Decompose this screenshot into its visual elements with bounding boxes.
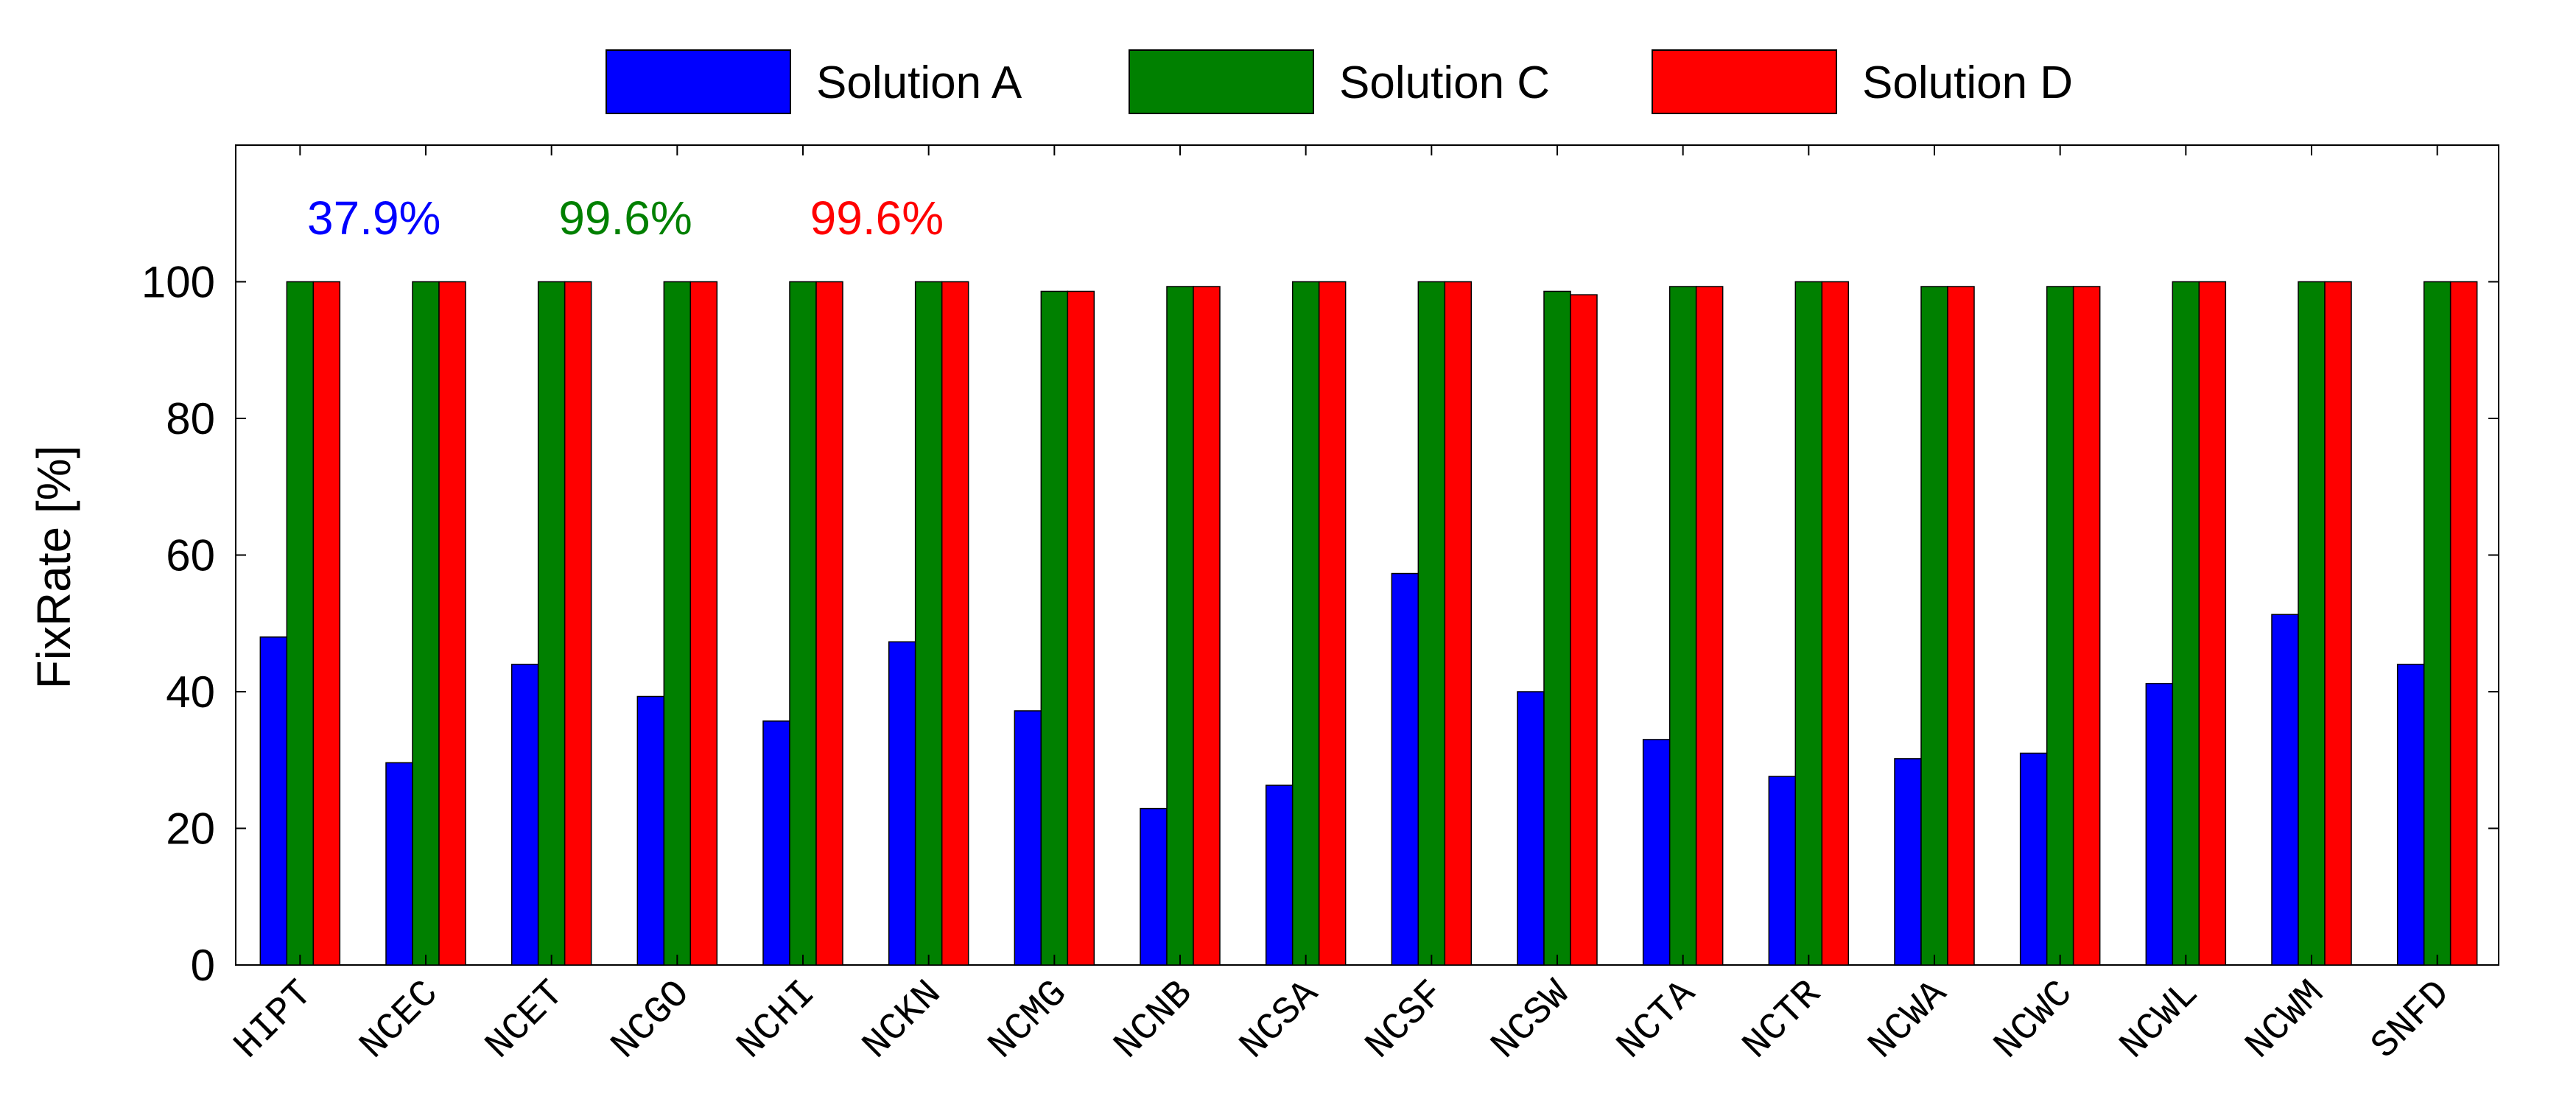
bar-solution-a-ncwc: [2019, 752, 2048, 966]
bar-solution-c-ncec: [412, 281, 440, 966]
bar-solution-d-ncsa: [1318, 281, 1347, 966]
bars: [259, 281, 2478, 966]
bar-solution-a-ncsw: [1517, 691, 1545, 966]
bar-solution-a-hipt: [259, 636, 288, 966]
y-tick-label: 80: [166, 394, 215, 443]
bar-solution-a-snfd: [2396, 664, 2425, 966]
bar-solution-c-ncnb: [1166, 286, 1194, 966]
legend-swatch-solution-c: [1129, 49, 1314, 114]
bar-solution-d-nchi: [815, 281, 843, 966]
bar-solution-c-ncmg: [1040, 290, 1069, 966]
bar-solution-d-nctr: [1821, 281, 1850, 966]
y-tick-label: 20: [166, 804, 215, 854]
bar-solution-c-ncgo: [663, 281, 692, 966]
legend-label: Solution A: [816, 57, 1022, 108]
y-tick-label: 100: [141, 258, 215, 307]
annotation-label: 99.6%: [558, 192, 692, 245]
bar-solution-d-snfd: [2449, 281, 2478, 966]
bar-solution-d-nckn: [941, 281, 969, 966]
bar-solution-a-ncwm: [2271, 614, 2299, 966]
x-tick-label: NCWM: [2237, 972, 2333, 1068]
bar-solution-c-ncsa: [1291, 281, 1320, 966]
y-axis: 0 20 40 60 80 100: [141, 258, 2499, 990]
x-tick-label: NCTR: [1735, 972, 1831, 1068]
x-tick-label: NCGO: [603, 972, 699, 1068]
bar-solution-d-ncwa: [1947, 286, 1975, 966]
bar-solution-a-ncgo: [636, 695, 665, 966]
x-tick-label: NCWA: [1860, 972, 1956, 1068]
x-tick-label: NCHI: [729, 972, 824, 1068]
legend-label: Solution D: [1862, 57, 2073, 108]
bar-solution-a-ncnb: [1140, 807, 1168, 966]
bar-solution-d-ncta: [1695, 286, 1724, 966]
x-tick-label: NCMG: [980, 972, 1076, 1068]
x-tick-label: SNFD: [2363, 972, 2459, 1068]
bar-solution-a-ncta: [1642, 739, 1671, 966]
bar-solution-d-hipt: [312, 281, 341, 966]
bar-solution-a-nchi: [762, 720, 790, 966]
x-tick-label: NCEC: [351, 972, 447, 1068]
bar-solution-d-ncet: [564, 281, 592, 966]
bar-solution-d-ncmg: [1067, 290, 1095, 966]
bar-solution-d-ncsf: [1444, 281, 1473, 966]
annotation-label: 37.9%: [307, 192, 441, 245]
x-tick-label: NCNB: [1106, 972, 1201, 1068]
legend: Solution A Solution C Solution D: [606, 49, 2073, 114]
legend-label: Solution C: [1339, 57, 1550, 108]
bar-solution-c-ncwm: [2298, 281, 2326, 966]
y-axis-title: FixRate [%]: [27, 446, 80, 689]
bar-solution-c-ncsf: [1417, 281, 1446, 966]
bar-solution-a-ncwl: [2145, 683, 2174, 966]
bar-solution-c-hipt: [286, 281, 315, 966]
x-tick-label: NCWL: [2112, 972, 2208, 1068]
bar-solution-c-ncwa: [1920, 286, 1948, 966]
legend-swatch-solution-a: [606, 49, 791, 114]
bar-solution-c-ncsw: [1543, 290, 1571, 966]
y-tick-label: 40: [166, 667, 215, 717]
bar-solution-c-ncwl: [2172, 281, 2200, 966]
bar-solution-c-snfd: [2423, 281, 2452, 966]
bar-solution-a-ncec: [385, 762, 413, 966]
bar-solution-d-ncec: [438, 281, 466, 966]
x-tick-label: NCSW: [1483, 972, 1579, 1068]
bar-solution-d-ncgo: [689, 281, 718, 966]
bar-solution-d-ncwm: [2324, 281, 2352, 966]
bar-solution-c-ncwc: [2046, 286, 2074, 966]
y-tick-label: 60: [166, 531, 215, 580]
bar-solution-c-nctr: [1794, 281, 1823, 966]
x-tick-label: NCWC: [1986, 972, 2082, 1068]
bar-solution-a-ncsa: [1265, 785, 1294, 966]
x-tick-label: NCKN: [854, 972, 950, 1068]
bar-solution-a-nctr: [1768, 776, 1797, 966]
bar-solution-c-nchi: [789, 281, 817, 966]
bar-solution-a-ncmg: [1014, 710, 1042, 966]
x-tick-label: HIPT: [226, 972, 322, 1068]
x-tick-label: NCTA: [1609, 972, 1705, 1068]
y-tick-label: 0: [191, 941, 215, 990]
y-axis-title-group: FixRate [%]: [27, 446, 80, 689]
x-tick-label: NCSA: [1232, 972, 1328, 1068]
bar-solution-c-ncet: [537, 281, 566, 966]
bar-solution-c-ncta: [1668, 286, 1697, 966]
annotation-label: 99.6%: [810, 192, 944, 245]
annotations: 37.9% 99.6% 99.6%: [307, 192, 944, 245]
x-tick-label: NCET: [477, 972, 573, 1068]
bar-solution-d-ncwl: [2198, 281, 2227, 966]
bar-solution-c-nckn: [914, 281, 943, 966]
bar-solution-a-ncsf: [1391, 572, 1419, 966]
bar-solution-d-ncsw: [1570, 294, 1598, 966]
bar-solution-d-ncwc: [2072, 286, 2101, 966]
bar-solution-a-ncwa: [1894, 758, 1922, 966]
legend-swatch-solution-d: [1652, 49, 1837, 114]
bar-solution-d-ncnb: [1193, 286, 1221, 966]
bar-solution-a-nckn: [888, 641, 916, 966]
bar-solution-a-ncet: [510, 664, 539, 966]
x-tick-label: NCSF: [1358, 972, 1453, 1068]
